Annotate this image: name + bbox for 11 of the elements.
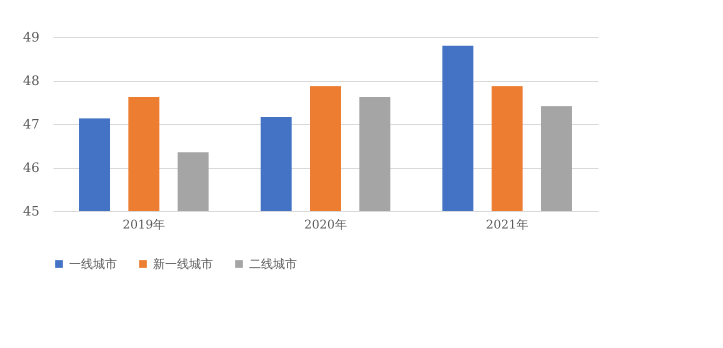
- y-tick-label: 49: [22, 30, 40, 46]
- x-tick-label: 2020年: [304, 218, 347, 232]
- y-tick-label: 46: [22, 161, 40, 176]
- x-tick-label: 2021年: [486, 218, 528, 232]
- y-tick-label: 45: [22, 204, 40, 220]
- legend-label: 新一线城市: [153, 257, 213, 271]
- legend-label: 二线城市: [249, 257, 297, 271]
- x-tick-label: 2019年: [122, 218, 166, 232]
- y-tick-label: 47: [22, 118, 40, 132]
- y-tick-label: 48: [22, 74, 40, 89]
- legend-label: 一线城市: [69, 257, 117, 271]
